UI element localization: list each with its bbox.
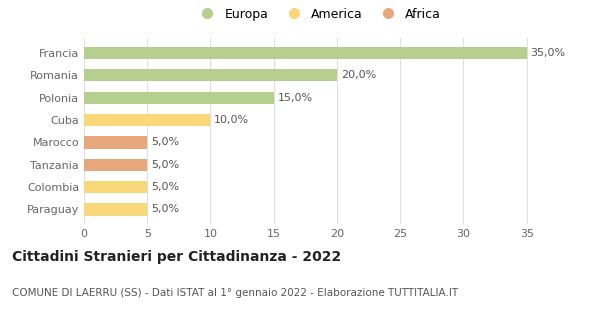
Bar <box>84 92 274 104</box>
Text: Cittadini Stranieri per Cittadinanza - 2022: Cittadini Stranieri per Cittadinanza - 2… <box>12 250 341 264</box>
Bar <box>84 114 211 126</box>
Bar <box>84 47 527 59</box>
Text: 5,0%: 5,0% <box>151 137 179 148</box>
Text: 20,0%: 20,0% <box>341 70 376 80</box>
Bar <box>84 203 147 216</box>
Text: 35,0%: 35,0% <box>530 48 566 58</box>
Text: 10,0%: 10,0% <box>214 115 250 125</box>
Text: 5,0%: 5,0% <box>151 160 179 170</box>
Bar <box>84 159 147 171</box>
Bar <box>84 181 147 193</box>
Legend: Europa, America, Africa: Europa, America, Africa <box>191 4 445 24</box>
Text: 15,0%: 15,0% <box>278 93 313 103</box>
Bar <box>84 136 147 148</box>
Text: COMUNE DI LAERRU (SS) - Dati ISTAT al 1° gennaio 2022 - Elaborazione TUTTITALIA.: COMUNE DI LAERRU (SS) - Dati ISTAT al 1°… <box>12 288 458 298</box>
Text: 5,0%: 5,0% <box>151 204 179 214</box>
Bar <box>84 69 337 82</box>
Text: 5,0%: 5,0% <box>151 182 179 192</box>
